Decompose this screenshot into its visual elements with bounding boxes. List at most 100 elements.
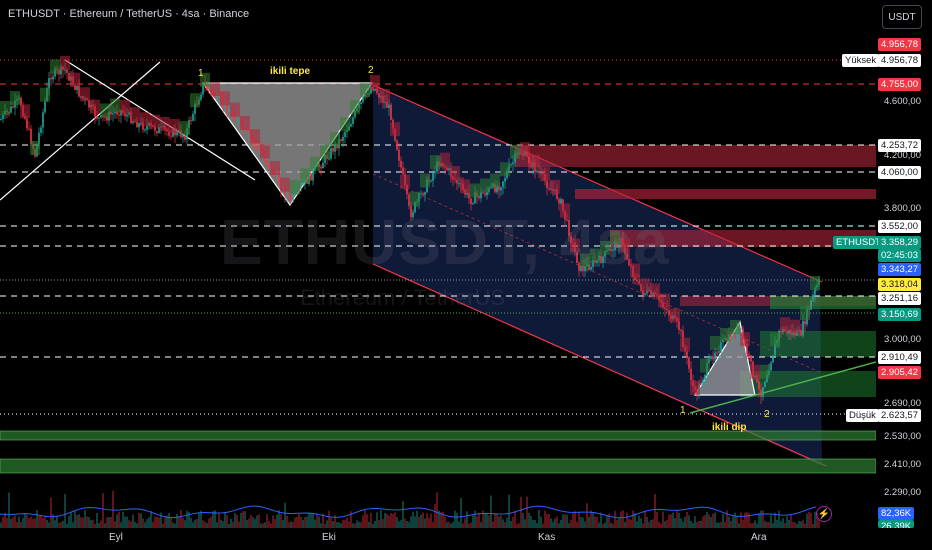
volume-ma-line <box>0 505 817 519</box>
volume-bar <box>310 513 312 528</box>
volume-bar <box>110 516 112 528</box>
volume-bar <box>240 512 242 528</box>
volume-bar <box>500 515 502 528</box>
volume-bar <box>492 521 494 528</box>
volume-bar <box>26 514 28 528</box>
candle-body <box>434 171 436 173</box>
candle-body <box>456 180 458 184</box>
time-tick: Eyl <box>109 532 123 543</box>
volume-bar <box>512 516 514 528</box>
candle-body <box>38 132 40 144</box>
trend-band-segment <box>0 101 10 115</box>
volume-bar <box>358 521 360 528</box>
volume-bar <box>90 520 92 528</box>
volume-bar <box>230 518 232 528</box>
candle-body <box>628 259 630 266</box>
volume-bar <box>628 518 630 528</box>
volume-bar <box>352 523 354 528</box>
candle-body <box>112 113 114 115</box>
trend-band-segment <box>800 306 810 320</box>
candle-body <box>256 145 258 147</box>
volume-bar <box>704 515 706 528</box>
trend-band-segment <box>470 183 480 198</box>
candle-body <box>386 102 388 108</box>
trend-band-segment <box>550 179 560 194</box>
candle-body <box>642 290 644 295</box>
volume-bar <box>66 523 68 528</box>
volume-bar <box>694 516 696 528</box>
volume-bar <box>80 517 82 528</box>
volume-bar <box>302 519 304 528</box>
trend-band-segment <box>660 293 670 308</box>
volume-bar <box>4 512 6 528</box>
volume-bar <box>202 520 204 528</box>
volume-bar <box>442 511 444 528</box>
volume-bar <box>370 512 372 528</box>
volume-bar <box>624 521 626 528</box>
volume-bar <box>520 496 522 528</box>
candle-body <box>208 89 210 91</box>
volume-bar <box>32 518 34 528</box>
volume-bar <box>410 516 412 528</box>
volume-bar <box>350 511 352 528</box>
volume-bar <box>124 516 126 528</box>
volume-bar <box>2 516 4 528</box>
volume-bar <box>610 522 612 528</box>
trend-band-segment <box>160 117 170 131</box>
trend-band-segment <box>600 241 610 255</box>
trend-band-segment <box>250 129 260 144</box>
trend-band-segment <box>140 112 150 127</box>
volume-bar <box>784 522 786 528</box>
volume-bar <box>618 517 620 528</box>
volume-bar <box>92 519 94 528</box>
volume-bar <box>58 522 60 528</box>
volume-bar <box>22 518 24 528</box>
volume-bar <box>308 512 310 528</box>
candle-body <box>370 86 372 94</box>
candle-body <box>214 94 216 98</box>
volume-bar <box>284 502 286 528</box>
trend-band-segment <box>480 178 490 193</box>
candle-body <box>10 106 12 113</box>
volume-bar <box>160 512 162 528</box>
trend-band-segment <box>370 75 380 90</box>
candle-body <box>780 330 782 333</box>
candle-body <box>802 321 804 336</box>
volume-bar <box>660 523 662 528</box>
candle-body <box>388 104 390 108</box>
volume-bar <box>758 512 760 528</box>
volume-bar <box>678 512 680 528</box>
volume-bar <box>746 512 748 528</box>
volume-bar <box>296 517 298 528</box>
candle-body <box>390 104 392 121</box>
volume-bar <box>290 521 292 528</box>
candle-body <box>158 126 160 134</box>
candle-body <box>40 127 42 133</box>
volume-bar <box>116 514 118 528</box>
volume-bar <box>570 519 572 528</box>
currency-button[interactable]: USDT <box>882 5 922 29</box>
volume-bar <box>596 517 598 528</box>
volume-bar <box>72 522 74 528</box>
volume-bar <box>354 523 356 528</box>
candle-body <box>300 184 302 187</box>
volume-bar <box>6 517 8 528</box>
lightning-icon[interactable]: ⚡ <box>816 506 832 522</box>
candle-body <box>748 354 750 356</box>
candle-body <box>398 149 400 161</box>
volume-bar <box>412 511 414 528</box>
volume-bar <box>706 511 708 528</box>
volume-bar <box>312 512 314 528</box>
volume-bar <box>530 515 532 528</box>
volume-bar <box>336 522 338 528</box>
trend-band-segment <box>640 278 650 293</box>
trend-band-segment <box>730 320 740 334</box>
volume-bar <box>210 516 212 528</box>
volume-bar <box>478 512 480 528</box>
candle-body <box>470 198 472 204</box>
volume-bar <box>638 515 640 528</box>
volume-bar <box>452 521 454 528</box>
volume-bar <box>510 521 512 528</box>
volume-bar <box>416 510 418 528</box>
